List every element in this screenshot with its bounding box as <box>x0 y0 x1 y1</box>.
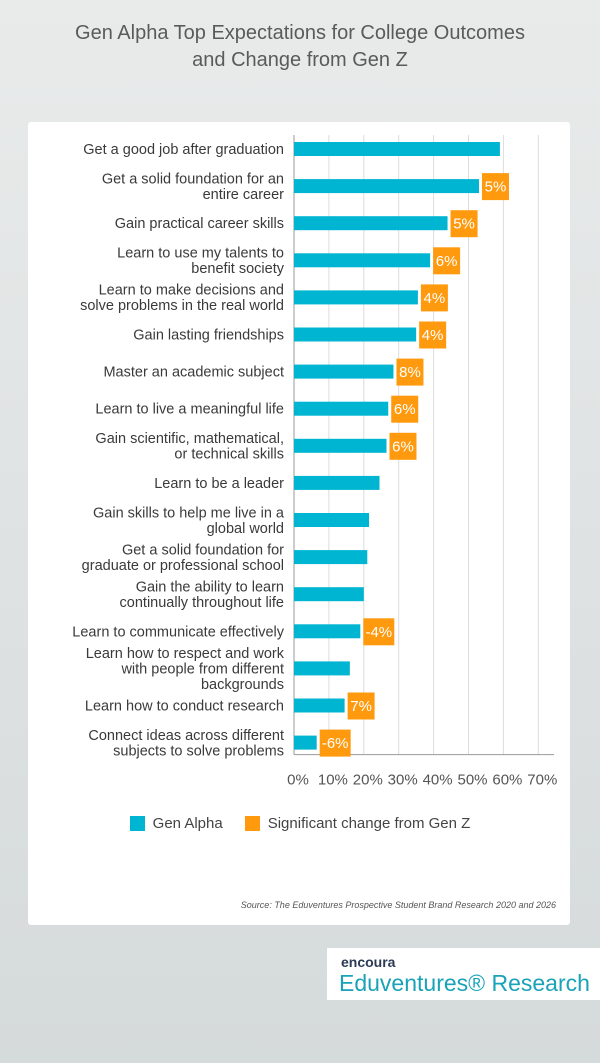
bar-gen-alpha <box>294 550 368 565</box>
category-label: Learn to live a meaningful life <box>95 402 284 418</box>
category-label: or technical skills <box>174 447 284 463</box>
bar-gen-alpha <box>294 735 317 750</box>
change-badge <box>433 247 461 275</box>
change-badge <box>419 321 447 349</box>
x-tick-label: 30% <box>388 772 418 789</box>
category-label: benefit society <box>191 261 284 277</box>
category-label: Learn how to conduct research <box>85 699 284 715</box>
bar-gen-alpha <box>294 364 394 379</box>
bar-gen-alpha <box>294 513 370 527</box>
x-tick-label: 20% <box>353 772 383 789</box>
bar-gen-alpha <box>294 253 431 268</box>
change-badge <box>319 729 351 757</box>
legend: Gen Alpha Significant change from Gen Z <box>0 815 600 832</box>
source-note: Source: The Eduventures Prospective Stud… <box>240 900 556 910</box>
category-label: Gain lasting friendships <box>133 328 284 344</box>
bar-chart: 0% 10% 20% 30% 40% 50% 60% 70% Get a good job af… <box>72 135 557 789</box>
change-label: 7% <box>350 698 372 715</box>
change-label: 5% <box>453 216 475 233</box>
change-label: 8% <box>399 364 421 381</box>
change-label: 6% <box>436 253 458 270</box>
bar-gen-alpha <box>294 290 418 305</box>
change-label: -4% <box>365 624 392 641</box>
legend-gen-alpha: Gen Alpha <box>129 815 223 832</box>
bar-gen-alpha <box>294 142 500 156</box>
logo-name: Eduventures® Research <box>339 970 590 996</box>
category-label: global world <box>207 521 284 537</box>
category-label: continually throughout life <box>120 595 284 611</box>
category-label: graduate or professional school <box>82 558 284 574</box>
x-tick-label: 0% <box>287 772 309 789</box>
change-badge <box>481 173 509 201</box>
bar-gen-alpha <box>294 401 389 416</box>
category-label: Learn to communicate effectively <box>72 624 284 640</box>
legend-swatch-teal <box>129 816 145 831</box>
x-tick-label: 50% <box>457 772 487 789</box>
x-tick-label: 70% <box>527 772 557 789</box>
category-label: Get a solid foundation for an <box>102 171 284 187</box>
bar-gen-alpha <box>294 698 345 713</box>
bar-gen-alpha <box>294 587 364 602</box>
x-tick-label: 10% <box>318 772 348 789</box>
change-badge <box>396 358 424 386</box>
change-label: 6% <box>392 438 414 455</box>
legend-change: Significant change from Gen Z <box>244 815 471 832</box>
category-label: Get a good job after graduation <box>83 142 284 158</box>
category-label: Gain skills to help me live in a <box>93 505 285 521</box>
bar-gen-alpha <box>294 179 479 194</box>
logo: encoura Eduventures® Research <box>327 948 600 1000</box>
category-label: Learn to make decisions and <box>99 283 284 299</box>
change-label: -6% <box>322 735 349 752</box>
change-badge <box>420 284 448 312</box>
category-label: Gain the ability to learn <box>136 579 284 595</box>
category-label: Master an academic subject <box>103 365 284 381</box>
bar-gen-alpha <box>294 661 350 676</box>
change-badge <box>363 618 395 646</box>
category-label: Learn to use my talents to <box>117 246 284 262</box>
category-label: with people from different <box>120 661 284 677</box>
change-label: 4% <box>422 327 444 344</box>
change-badge <box>389 432 417 460</box>
bar-gen-alpha <box>294 438 387 453</box>
category-label: solve problems in the real world <box>80 298 284 314</box>
category-label: Get a solid foundation for <box>122 542 284 558</box>
category-label: Learn how to respect and work <box>86 646 285 662</box>
change-badge <box>347 692 375 720</box>
x-tick-label: 60% <box>492 772 522 789</box>
x-tick-label: 40% <box>423 772 453 789</box>
bar-gen-alpha <box>294 624 361 639</box>
chart-title: Gen Alpha Top Expectations for College O… <box>0 20 600 74</box>
title-line-2: and Change from Gen Z <box>192 49 408 71</box>
bar-gen-alpha <box>294 327 417 342</box>
category-label: Gain scientific, mathematical, <box>95 431 284 447</box>
change-label: 4% <box>424 290 446 307</box>
legend-label: Significant change from Gen Z <box>267 815 471 832</box>
category-label: entire career <box>203 187 285 203</box>
legend-label: Gen Alpha <box>152 815 223 832</box>
category-label: Learn to be a leader <box>154 476 284 492</box>
change-label: 6% <box>394 401 416 418</box>
category-label: Connect ideas across different <box>88 728 284 744</box>
category-label: subjects to solve problems <box>113 743 284 759</box>
change-label: 5% <box>485 179 507 196</box>
logo-brand: encoura <box>341 954 396 970</box>
bar-gen-alpha <box>294 216 448 231</box>
change-badge <box>391 395 419 423</box>
category-label: Gain practical career skills <box>115 216 284 232</box>
title-line-1: Gen Alpha Top Expectations for College O… <box>75 22 525 44</box>
category-label: backgrounds <box>201 677 284 693</box>
bar-gen-alpha <box>294 475 380 490</box>
change-badge <box>450 210 478 238</box>
legend-swatch-orange <box>244 816 260 831</box>
